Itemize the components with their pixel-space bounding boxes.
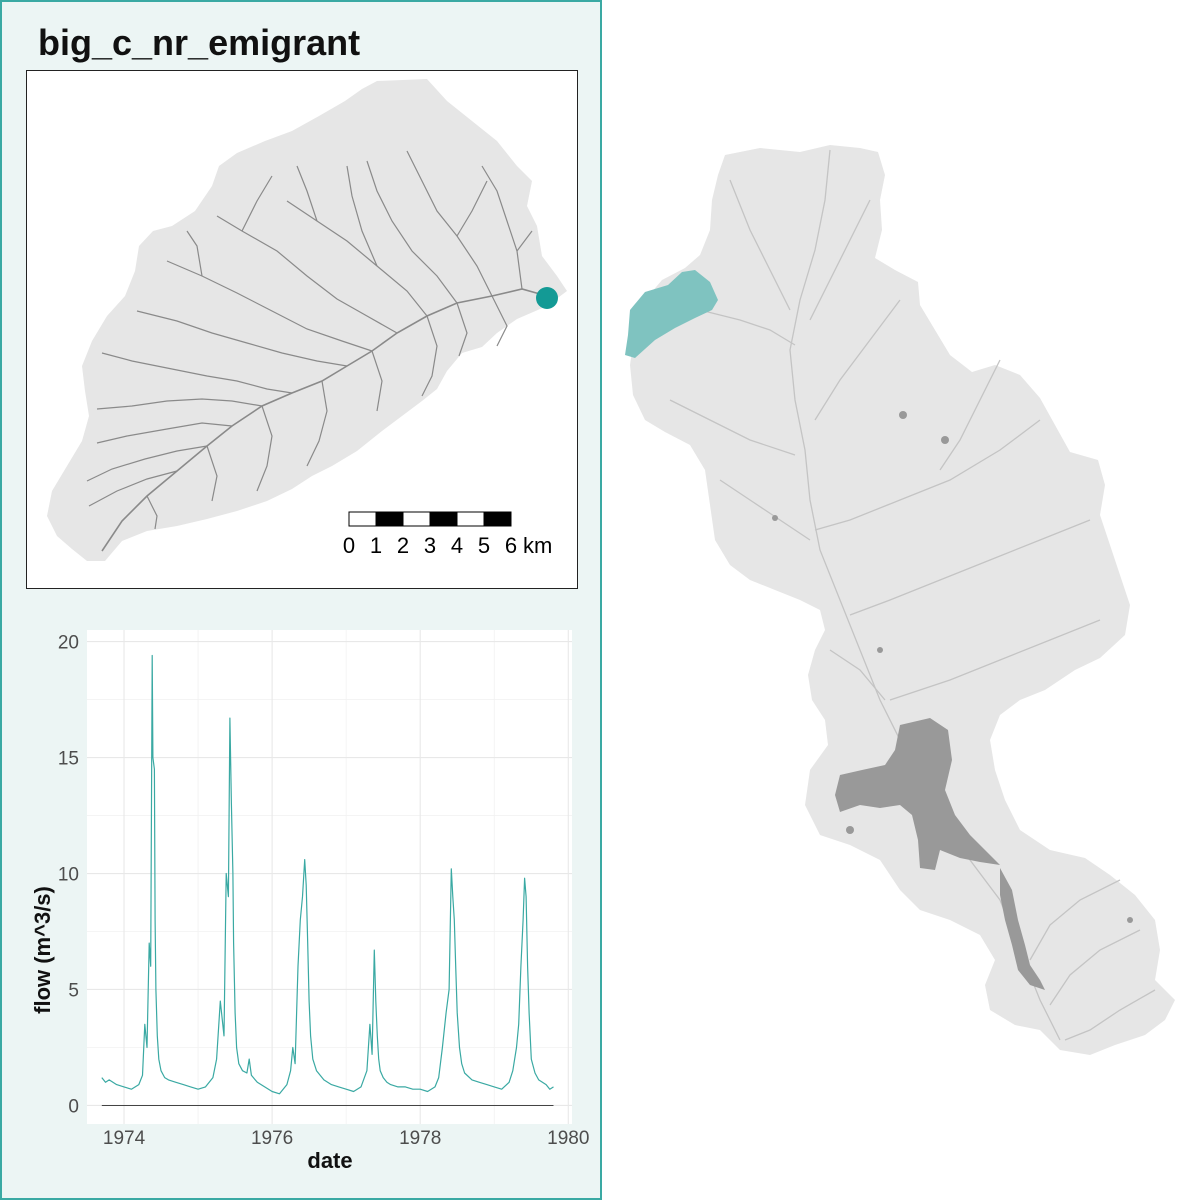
watershed-info-panel: big_c_nr_emigrant (0, 0, 602, 1200)
y-tick-labels: 0 5 10 15 20 (58, 633, 79, 1118)
scale-tick-label: 6 (505, 533, 517, 558)
tributary (96, 422, 233, 444)
tributary (256, 405, 273, 492)
tributary (421, 315, 438, 397)
flow-chart: 0 5 10 15 20 1974 1976 1978 1980 date flow (m^3… (30, 630, 590, 1173)
watershed-title: big_c_nr_emigrant (38, 22, 361, 63)
region-stream (814, 299, 901, 421)
region-overview-map (625, 145, 1175, 1055)
tributary (406, 150, 493, 297)
small-lake (846, 826, 854, 834)
stream-network (86, 150, 548, 552)
region-stream (729, 179, 791, 311)
tributary (346, 165, 378, 267)
y-tick-label: 5 (68, 980, 79, 1001)
y-tick-label: 15 (58, 749, 79, 770)
region-stream (1029, 879, 1121, 961)
x-tick-label: 1978 (399, 1128, 441, 1149)
y-tick-label: 20 (58, 633, 79, 654)
x-axis-title: date (307, 1148, 352, 1173)
x-tick-label: 1980 (547, 1128, 589, 1149)
scale-tick-label: 5 (478, 533, 490, 558)
small-lake (899, 411, 907, 419)
plot-background (87, 630, 572, 1124)
region-stream (1064, 989, 1156, 1041)
lake-outlet-channel (1000, 868, 1045, 990)
tributary (491, 295, 508, 347)
tributary (456, 302, 468, 357)
small-lake (941, 436, 949, 444)
region-stream (669, 399, 796, 456)
region-stream (889, 619, 1101, 701)
tributary (366, 160, 458, 304)
x-tick-labels: 1974 1976 1978 1980 (103, 1128, 590, 1149)
tributary (136, 310, 348, 367)
region-stream (939, 359, 1001, 471)
scale-unit-label: km (523, 533, 552, 558)
region-stream (719, 479, 811, 541)
lakes (772, 411, 1133, 990)
tributary (481, 165, 523, 290)
highlighted-watershed[interactable] (625, 270, 718, 358)
y-axis-title: flow (m^3/s) (30, 886, 55, 1014)
scale-bar: 0 1 2 3 4 5 6 km (343, 511, 552, 558)
region-stream (849, 519, 1091, 616)
x-tick-label: 1974 (103, 1128, 146, 1149)
y-tick-label: 10 (58, 865, 79, 886)
scale-tick-label: 2 (397, 533, 409, 558)
scale-tick-label: 0 (343, 533, 355, 558)
region-stream (789, 149, 1061, 1041)
watershed-basin-area (47, 79, 567, 561)
tributary (101, 352, 293, 394)
tributary (146, 495, 158, 530)
small-lake (1127, 917, 1133, 923)
scale-tick-label: 4 (451, 533, 463, 558)
small-lake (772, 515, 778, 521)
watershed-detail-svg: 0 1 2 3 4 5 6 km (47, 79, 567, 561)
tributary (206, 445, 218, 502)
tributary (88, 470, 178, 507)
tributary (306, 380, 328, 467)
chart-series-group (101, 654, 554, 1095)
region-stream (814, 419, 1041, 531)
tributary (456, 180, 488, 237)
chart-grid (87, 630, 572, 1124)
y-tick-label: 0 (68, 1096, 79, 1117)
small-lake (877, 647, 883, 653)
region-stream (809, 199, 871, 321)
scale-tick-label: 3 (424, 533, 436, 558)
region-stream (1049, 929, 1141, 1006)
tributary (186, 230, 203, 277)
tributary (96, 398, 263, 410)
gauge-station-point[interactable] (536, 287, 558, 309)
tributary (86, 445, 208, 482)
tributary (516, 230, 533, 252)
tributary (371, 350, 383, 412)
region-stream (829, 649, 886, 701)
tributary (286, 200, 428, 317)
watershed-detail-map: 0 1 2 3 4 5 6 km (26, 70, 578, 589)
scale-tick-label: 1 (370, 533, 382, 558)
tributary (296, 165, 318, 222)
x-tick-label: 1976 (251, 1128, 293, 1149)
tributary (241, 175, 273, 232)
large-lake (835, 718, 1000, 870)
series-line-flow (101, 654, 554, 1095)
region-basin-area (630, 145, 1175, 1055)
